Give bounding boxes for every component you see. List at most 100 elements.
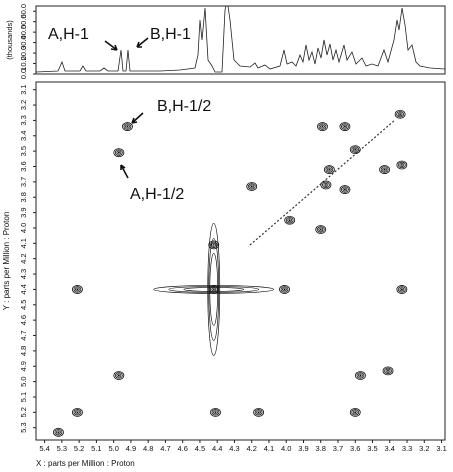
top-panel-frame xyxy=(35,5,446,75)
contour xyxy=(209,241,218,249)
top-y-tick-label: 40.0 xyxy=(19,25,28,40)
contour xyxy=(254,409,263,416)
contour xyxy=(351,409,360,416)
contour-core xyxy=(399,113,402,116)
x-tick-label: 3.5 xyxy=(367,444,377,453)
contour xyxy=(73,409,82,416)
cross-peak xyxy=(320,180,332,190)
contour xyxy=(211,287,217,292)
x-tick-label: 5.3 xyxy=(57,444,67,453)
y-tick-label: 3.4 xyxy=(19,131,28,141)
contour-core xyxy=(250,185,253,188)
contour xyxy=(318,123,327,130)
contour xyxy=(355,371,366,380)
annotations xyxy=(104,37,149,179)
y-tick-label: 4.7 xyxy=(19,330,28,340)
contour-core xyxy=(321,125,324,128)
contour xyxy=(322,181,330,189)
x-tick-label: 4.6 xyxy=(177,444,187,453)
arrow xyxy=(120,164,129,179)
x-tick-label: 4.0 xyxy=(281,444,291,453)
x-tick-label: 5.1 xyxy=(91,444,101,453)
contour xyxy=(342,124,348,129)
contour xyxy=(210,407,221,417)
cross-peak xyxy=(396,285,408,294)
x-axis-label: X : parts per Million : Proton xyxy=(36,459,135,468)
cross-peak xyxy=(355,371,366,380)
cross-peak xyxy=(284,215,296,225)
contour xyxy=(317,122,328,131)
x-tick-label: 3.4 xyxy=(385,444,395,453)
contour xyxy=(256,410,262,415)
y-tick-label: 3.8 xyxy=(19,192,28,202)
cross-peak xyxy=(279,285,290,294)
y-tick-label: 4.3 xyxy=(19,269,28,279)
cross-peak xyxy=(339,185,351,194)
cross-peak xyxy=(379,165,390,174)
contour xyxy=(75,410,80,415)
contour-core xyxy=(117,374,120,377)
contour-core xyxy=(214,411,217,414)
contour xyxy=(379,165,390,174)
contour xyxy=(213,410,218,415)
contour-core xyxy=(324,184,327,186)
cross-peak xyxy=(315,225,327,234)
cross-peak xyxy=(317,122,328,131)
contour-core xyxy=(126,125,129,128)
contour xyxy=(207,223,221,356)
contour xyxy=(123,123,132,130)
top-y-tick-label: 0.0 xyxy=(19,69,28,79)
cross-peak xyxy=(246,182,258,191)
contour xyxy=(396,111,405,118)
contour xyxy=(318,227,324,232)
contour-core xyxy=(212,288,215,291)
x-tick-label: 4.7 xyxy=(160,444,170,453)
contour-core xyxy=(359,374,362,377)
contour-core xyxy=(57,431,60,434)
cross-peak xyxy=(153,223,275,356)
contour xyxy=(116,373,122,378)
contour-core xyxy=(76,288,79,291)
contour xyxy=(326,167,332,172)
annotation: B,H-1 xyxy=(150,26,191,43)
contour xyxy=(209,286,218,293)
x-tick-label: 5.2 xyxy=(74,444,84,453)
x-tick-label: 5.0 xyxy=(108,444,118,453)
contour xyxy=(315,225,327,234)
y-tick-label: 3.1 xyxy=(19,84,28,94)
contour-core xyxy=(383,168,386,171)
contour-core xyxy=(400,164,403,166)
contour-core xyxy=(400,288,403,291)
contour xyxy=(397,286,406,293)
contour xyxy=(399,162,405,167)
cross-peak xyxy=(394,109,406,119)
contour xyxy=(397,112,403,117)
contour xyxy=(349,407,361,417)
contour xyxy=(399,287,405,292)
y-tick-label: 3.6 xyxy=(19,161,28,171)
cross-peak xyxy=(349,407,361,417)
contour xyxy=(284,215,296,225)
contour xyxy=(320,124,325,129)
contour-core xyxy=(212,244,215,246)
contour xyxy=(358,373,363,378)
contour xyxy=(339,185,351,194)
top-y-tick-label: 50.0 xyxy=(19,14,28,29)
contour xyxy=(349,145,361,155)
cross-peak xyxy=(72,285,83,294)
contour-core xyxy=(387,370,390,372)
x-tick-label: 3.2 xyxy=(419,444,429,453)
y-tick-label: 4.6 xyxy=(19,315,28,325)
contour xyxy=(323,182,329,187)
cross-peak xyxy=(210,407,221,417)
contour xyxy=(352,410,358,415)
contour xyxy=(380,166,389,173)
contour xyxy=(285,217,294,224)
contour xyxy=(209,253,219,326)
contour xyxy=(352,147,358,152)
contour xyxy=(397,161,406,169)
contour xyxy=(114,149,123,156)
y-tick-label: 4.2 xyxy=(19,253,28,263)
contour xyxy=(325,166,334,173)
cross-peak xyxy=(53,427,64,437)
